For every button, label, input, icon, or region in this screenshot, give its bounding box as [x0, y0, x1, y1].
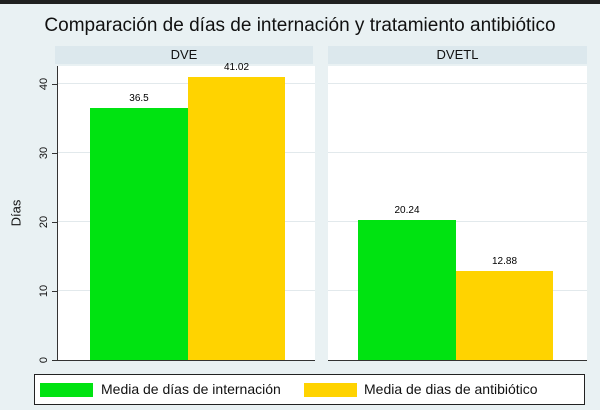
legend-label-antibiotico: Media de dias de antibiótico [364, 381, 538, 397]
gridline-y40 [328, 82, 587, 84]
legend-swatch-antibiotico [304, 383, 357, 397]
legend-swatch-internacion [40, 383, 93, 397]
y-tick-label-10: 10 [38, 284, 50, 298]
plot-area-dvetl: 20.24 12.88 [328, 66, 587, 361]
y-tick-mark-10 [52, 290, 57, 292]
y-tick-mark-0 [52, 360, 57, 361]
y-tick-mark-30 [52, 152, 57, 154]
y-tick-label-0: 0 [38, 356, 50, 364]
plot-area-dve: 36.5 41.02 [57, 62, 315, 361]
gridline-y30 [328, 151, 587, 153]
window-top-border [0, 0, 600, 4]
gridline-y20 [328, 220, 587, 222]
gridline-y40 [58, 82, 315, 84]
y-tick-mark-20 [52, 221, 57, 223]
bar-dvetl-series0 [358, 220, 456, 360]
legend-label-internacion: Media de días de internación [101, 381, 281, 397]
y-axis-title: Días [8, 199, 24, 227]
bar-value-label: 36.5 [129, 93, 149, 105]
bar-value-label: 41.02 [223, 61, 250, 73]
y-tick-label-40: 40 [38, 77, 50, 91]
bar-dve-series0 [90, 108, 188, 360]
y-tick-label-20: 20 [38, 215, 50, 229]
bar-dvetl-series1 [456, 271, 553, 360]
chart-title: Comparación de días de internación y tra… [44, 15, 556, 36]
panel-header-dve: DVE [55, 46, 313, 64]
panel-header-dvetl: DVETL [328, 46, 587, 64]
y-tick-label-30: 30 [38, 146, 50, 160]
y-tick-mark-40 [52, 83, 57, 85]
bar-value-label: 12.88 [491, 256, 518, 268]
legend: Media de días de internación Media de di… [34, 374, 585, 405]
bar-value-label: 20.24 [394, 205, 420, 217]
bar-dve-series1 [188, 76, 285, 360]
